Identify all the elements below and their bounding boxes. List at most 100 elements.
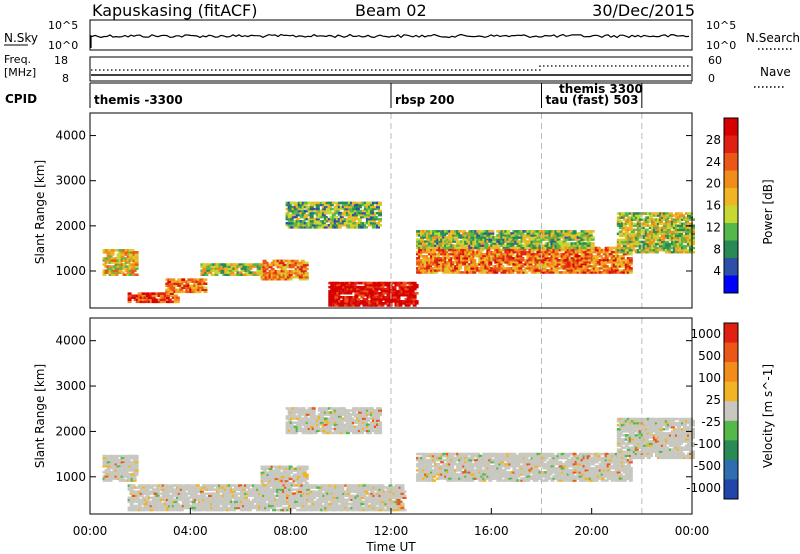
echo-cell <box>556 263 561 266</box>
echo-cell <box>351 217 356 221</box>
echo-cell <box>518 242 523 245</box>
echo-cell <box>329 217 334 221</box>
echo-cell <box>636 242 641 246</box>
echo-cell <box>278 265 283 269</box>
echo-cell <box>590 244 595 247</box>
echo-cell <box>137 486 142 489</box>
echo-cell <box>594 267 599 270</box>
echo-cell <box>652 244 657 248</box>
echo-cell <box>102 458 107 462</box>
echo-cell <box>652 236 657 240</box>
echo-cell <box>272 496 277 499</box>
echo-cell <box>254 263 259 266</box>
echo-cell <box>359 215 364 219</box>
range-tick-label: 3000 <box>55 174 86 188</box>
echo-cell <box>554 242 559 245</box>
echo-cell <box>365 207 370 211</box>
echo-cell <box>208 271 213 274</box>
echo-cell <box>612 261 617 264</box>
echo-cell <box>110 465 115 468</box>
echo-cell <box>526 263 531 266</box>
echo-cell <box>344 300 349 303</box>
echo-cell <box>392 285 397 289</box>
echo-cell <box>534 232 539 235</box>
echo-cell <box>370 294 375 297</box>
echo-cell <box>106 458 111 462</box>
echo-cell <box>344 289 349 293</box>
echo-cell <box>376 287 381 291</box>
echo-cell <box>374 508 379 512</box>
echo-cell <box>496 230 501 233</box>
echo-cell <box>284 265 289 269</box>
echo-cell <box>590 230 595 233</box>
echo-cell <box>175 300 180 304</box>
echo-cell <box>685 236 689 240</box>
echo-cell <box>378 283 383 287</box>
echo-cell <box>319 215 324 219</box>
echo-cell <box>291 211 296 215</box>
echo-cell <box>137 298 142 301</box>
echo-cell <box>664 212 669 215</box>
echo-cell <box>622 218 627 221</box>
echo-cell <box>120 473 125 476</box>
echo-cell <box>488 240 493 243</box>
echo-cell <box>181 280 186 283</box>
freq-tick-top: 18 <box>54 54 68 67</box>
echo-cell <box>351 220 356 223</box>
echo-cell <box>420 240 425 243</box>
echo-cell <box>102 263 107 266</box>
echo-cell <box>337 213 342 217</box>
noise-tick-bottom-left: 10^0 <box>48 39 78 52</box>
echo-cell <box>452 240 457 243</box>
echo-cell <box>191 500 196 504</box>
echo-cell <box>133 298 138 301</box>
echo-cell <box>163 498 168 502</box>
echo-cell <box>448 248 453 252</box>
echo-cell <box>298 271 303 275</box>
echo-cell <box>315 220 320 223</box>
echo-cell <box>586 252 591 256</box>
echo-cell <box>330 498 335 502</box>
echo-cell <box>238 263 243 266</box>
echo-cell <box>376 207 380 211</box>
echo-cell <box>356 496 361 499</box>
echo-cell <box>566 261 571 264</box>
echo-cell <box>325 207 330 211</box>
echo-cell <box>124 456 129 460</box>
echo-cell <box>193 506 198 510</box>
echo-cell <box>129 504 134 508</box>
echo-cell <box>339 215 344 219</box>
echo-cell <box>149 486 154 489</box>
echo-cell <box>318 500 323 504</box>
echo-cell <box>134 265 139 268</box>
echo-cell <box>502 246 507 249</box>
echo-cell <box>124 265 129 268</box>
echo-cell <box>530 248 535 252</box>
echo-cell <box>628 220 633 223</box>
echo-cell <box>312 496 317 499</box>
echo-cell <box>454 234 459 237</box>
echo-cell <box>124 251 129 254</box>
echo-cell <box>179 282 184 285</box>
echo-cell <box>554 271 559 274</box>
echo-cell <box>332 496 337 499</box>
echo-cell <box>464 257 469 260</box>
echo-cell <box>480 242 485 245</box>
echo-cell <box>141 294 146 297</box>
echo-cell <box>215 496 220 499</box>
echo-cell <box>328 292 333 295</box>
echo-cell <box>506 269 511 272</box>
echo-cell <box>472 259 477 262</box>
echo-cell <box>359 213 364 217</box>
echo-cell <box>646 212 651 215</box>
echo-cell <box>566 269 571 272</box>
echo-cell <box>414 285 419 289</box>
echo-cell <box>137 504 142 508</box>
echo-cell <box>344 304 349 307</box>
echo-cell <box>542 259 547 262</box>
echo-cell <box>404 289 409 293</box>
echo-cell <box>380 494 385 497</box>
echo-cell <box>343 209 348 213</box>
echo-cell <box>343 205 348 209</box>
echo-cell <box>296 498 301 502</box>
